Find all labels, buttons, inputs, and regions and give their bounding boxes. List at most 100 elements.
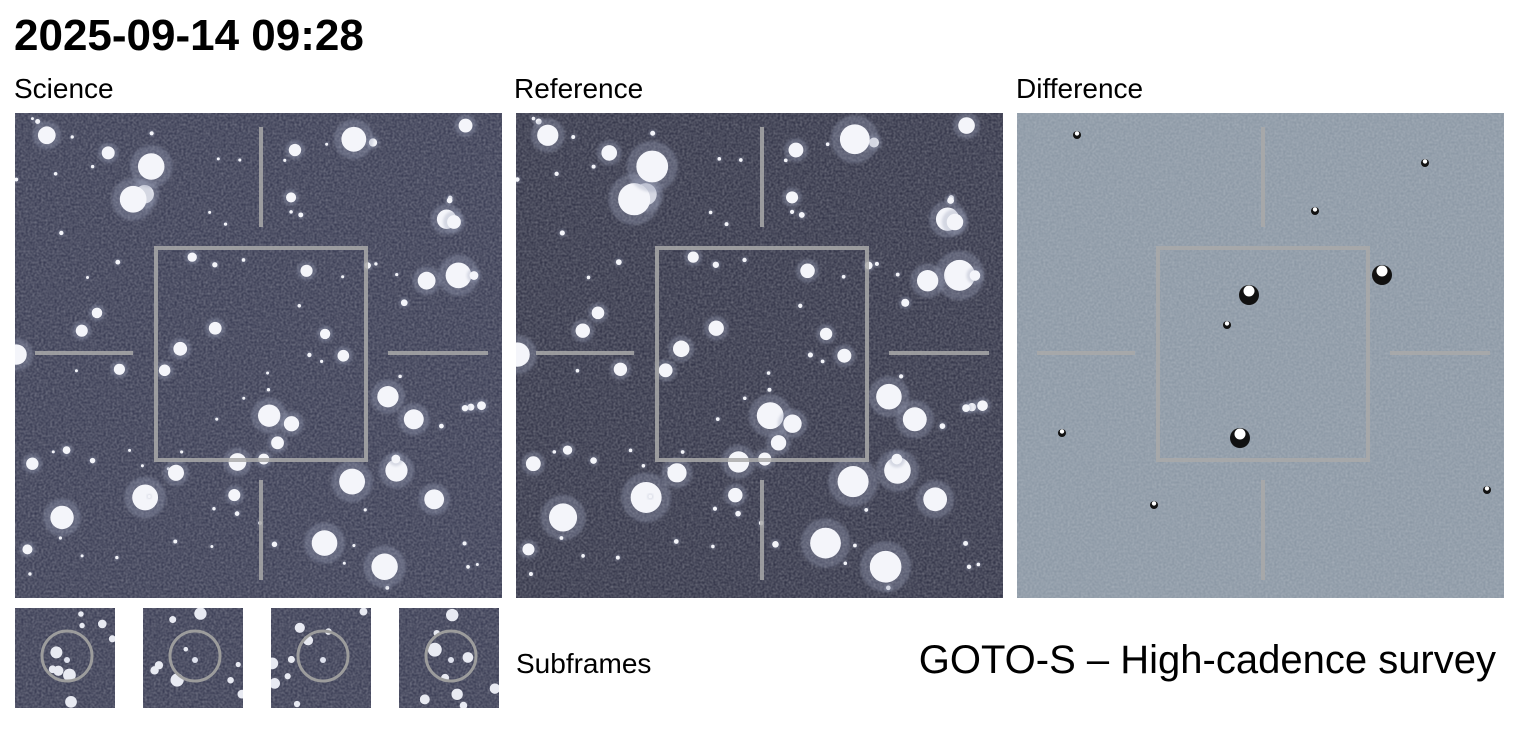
star (293, 700, 301, 708)
star (916, 270, 939, 292)
star (90, 164, 95, 169)
star (451, 688, 463, 701)
star (128, 448, 132, 452)
star (286, 192, 297, 203)
star (212, 506, 216, 511)
star (445, 262, 472, 289)
star (242, 396, 246, 400)
star (101, 146, 115, 160)
star (352, 543, 356, 548)
star (37, 126, 56, 145)
star (97, 619, 107, 629)
star (294, 622, 305, 633)
star (311, 530, 338, 556)
star (70, 135, 74, 139)
star (687, 251, 699, 263)
aperture (168, 629, 222, 683)
residual (1224, 321, 1230, 326)
star (772, 540, 779, 548)
star (319, 328, 331, 340)
star (15, 177, 19, 182)
star (398, 374, 402, 379)
star (766, 371, 771, 375)
star (258, 404, 281, 427)
star (58, 536, 63, 540)
star (78, 611, 84, 617)
star (339, 468, 366, 495)
star (462, 652, 474, 663)
star (108, 635, 115, 643)
star (601, 145, 618, 161)
image-cutout (271, 608, 371, 708)
star (939, 423, 946, 429)
star (374, 262, 378, 266)
star (738, 158, 743, 162)
star (417, 271, 436, 290)
star (300, 264, 313, 277)
star (325, 142, 329, 146)
star (963, 540, 969, 546)
star (320, 657, 326, 663)
star (448, 657, 454, 663)
star (528, 571, 533, 576)
residual (1059, 429, 1065, 434)
star (283, 158, 287, 162)
star (235, 661, 241, 668)
star (53, 172, 58, 176)
subframes-label: Subframes (516, 648, 651, 679)
star (115, 259, 121, 265)
star (119, 185, 147, 213)
star (283, 416, 300, 432)
star (783, 158, 788, 163)
star (958, 117, 975, 134)
star (613, 362, 628, 377)
target-box (154, 246, 368, 462)
star (341, 275, 345, 279)
star (742, 257, 747, 263)
star (876, 383, 902, 410)
star (756, 402, 784, 430)
star (898, 374, 904, 379)
image-cutout (143, 608, 243, 708)
star (636, 150, 669, 183)
star (173, 341, 188, 356)
image-cutout (15, 608, 115, 708)
star (554, 171, 559, 176)
star (192, 657, 198, 663)
star (680, 450, 685, 454)
star (767, 387, 772, 392)
star (976, 562, 981, 567)
star (363, 508, 367, 512)
star (969, 270, 981, 281)
star (158, 364, 171, 377)
star (227, 676, 234, 684)
target-box (655, 246, 869, 462)
residual (1243, 285, 1255, 297)
star (901, 298, 910, 307)
star (522, 543, 535, 556)
star (79, 622, 85, 629)
residual (1312, 207, 1318, 212)
star (466, 564, 470, 569)
star (391, 454, 401, 464)
star (516, 342, 530, 367)
noise (1017, 113, 1504, 598)
star (80, 554, 84, 558)
star (735, 510, 741, 517)
star (113, 363, 126, 375)
star (297, 304, 302, 308)
star (149, 131, 154, 136)
star (962, 404, 970, 412)
star (137, 153, 165, 180)
aperture (296, 629, 350, 683)
star (307, 352, 312, 358)
star (288, 143, 302, 157)
star (586, 275, 591, 280)
star (559, 536, 564, 540)
star (271, 436, 284, 450)
star (641, 464, 646, 468)
panel-label: Reference (514, 73, 643, 104)
star (59, 230, 64, 236)
star (241, 258, 246, 262)
